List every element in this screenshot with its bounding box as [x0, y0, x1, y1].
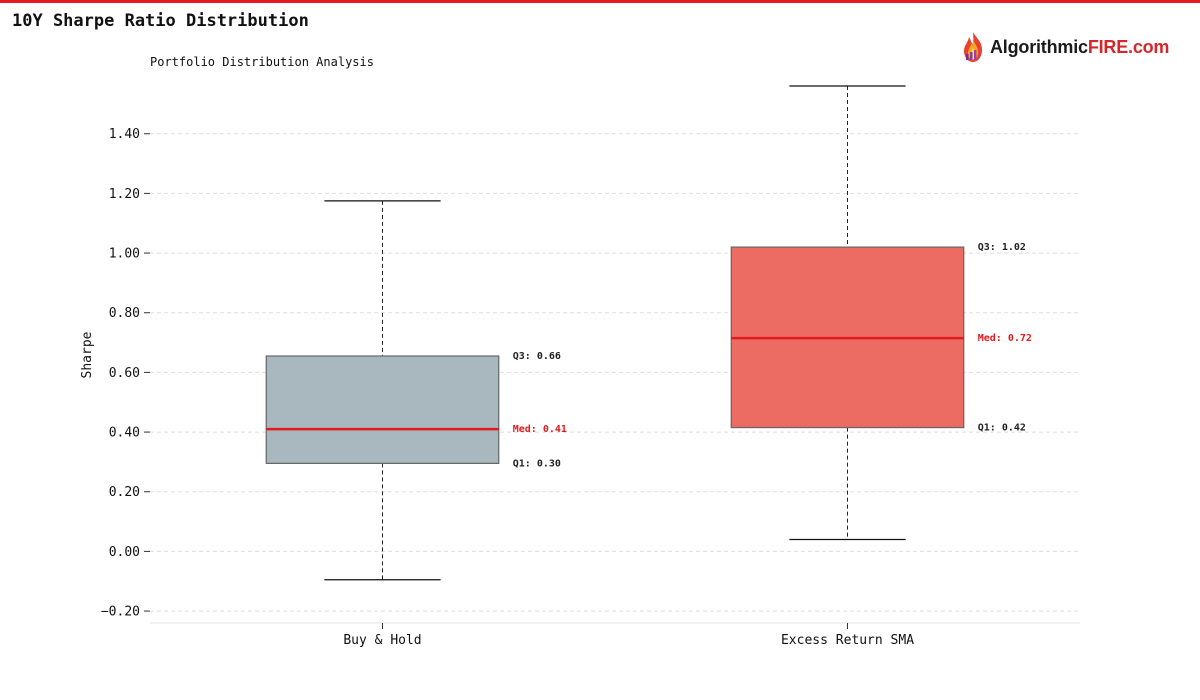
- x-tick-label: Excess Return SMA: [781, 633, 914, 648]
- y-tick-label: 1.00: [109, 247, 140, 262]
- q1-label: Q1: 0.42: [978, 423, 1026, 434]
- box-1: Q3: 1.02 Med: 0.72 Q1: 0.42: [730, 85, 1032, 541]
- y-tick-label: 1.40: [109, 127, 140, 142]
- y-tick-label: 0.80: [109, 306, 140, 321]
- y-tick-label: 0.40: [109, 426, 140, 441]
- box-0: Q3: 0.66 Med: 0.41 Q1: 0.30: [265, 200, 567, 581]
- logo-text: AlgorithmicFIRE.com: [990, 37, 1169, 58]
- y-tick-label: 0.20: [109, 485, 140, 500]
- logo-text-red: FIRE.com: [1087, 36, 1170, 57]
- q3-label: Q3: 1.02: [978, 242, 1026, 253]
- y-axis: −0.20 0.00 0.20 0.40 0.60 0.80 1.00 1.20 1.40: [101, 127, 150, 620]
- y-tick-label: 0.60: [109, 366, 140, 381]
- median-label: Med: 0.41: [513, 424, 567, 435]
- boxes: Q3: 0.66 Med: 0.41 Q1: 0.30 Q3: 1.02 Med: 0.…: [265, 85, 1032, 581]
- q1-label: Q1: 0.30: [513, 458, 561, 469]
- median-label: Med: 0.72: [978, 333, 1032, 344]
- x-tick-label: Buy & Hold: [343, 633, 421, 648]
- y-tick-label: 0.00: [109, 545, 140, 560]
- y-axis-title: Sharpe: [80, 331, 95, 378]
- iqr-box: [265, 355, 500, 464]
- x-axis: Buy & Hold Excess Return SMA: [343, 623, 914, 648]
- q3-label: Q3: 0.66: [513, 351, 561, 362]
- flame-icon: [964, 32, 982, 62]
- y-tick-label: 1.20: [109, 187, 140, 202]
- y-tick-label: −0.20: [101, 605, 140, 620]
- accent-top-bar: [0, 0, 1200, 3]
- chart-title: 10Y Sharpe Ratio Distribution: [12, 11, 309, 31]
- logo-text-dark: Algorithmic: [990, 36, 1088, 57]
- chart-subtitle: Portfolio Distribution Analysis: [150, 55, 374, 69]
- brand-logo: AlgorithmicFIRE.com: [960, 30, 1169, 64]
